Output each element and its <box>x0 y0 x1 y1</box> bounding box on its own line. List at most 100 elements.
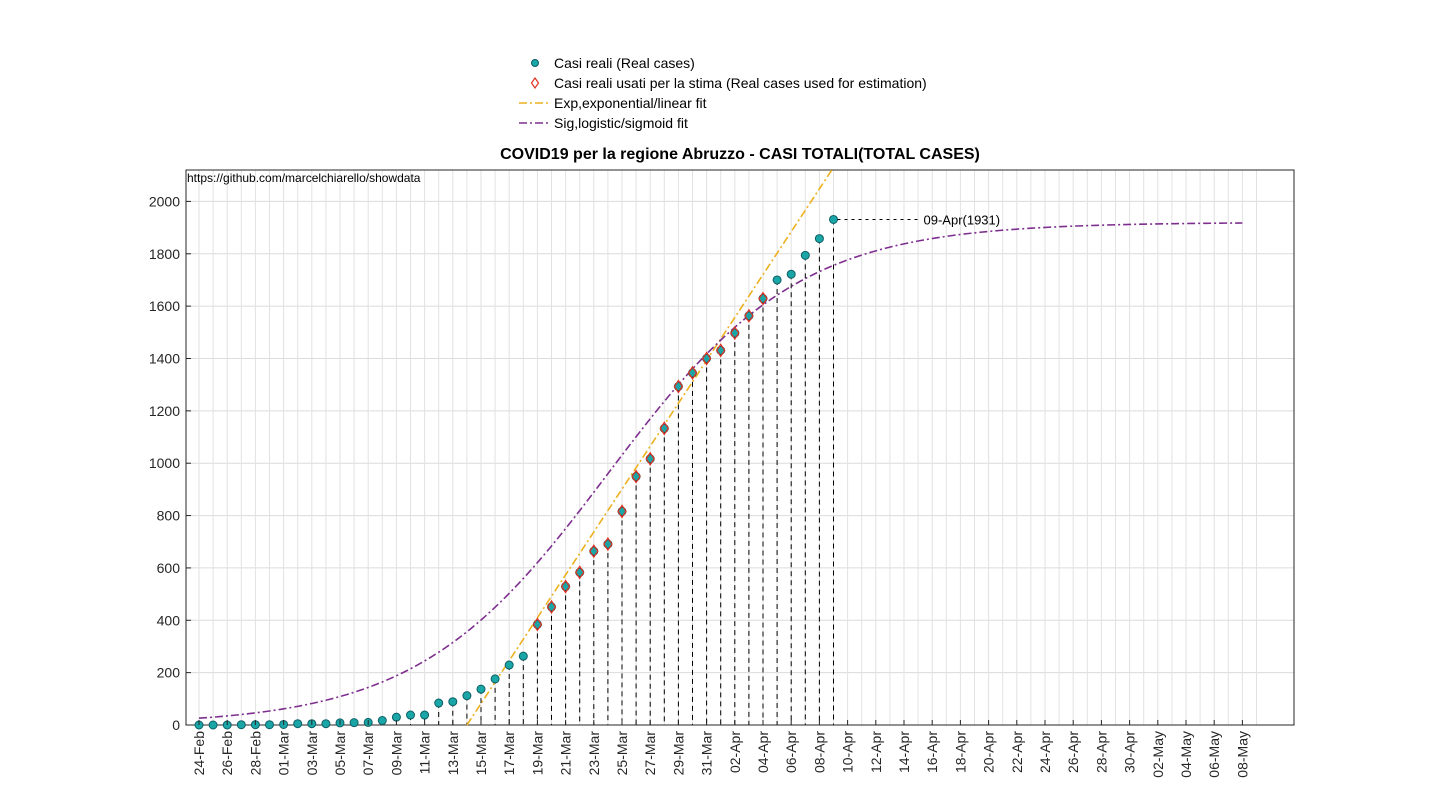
y-tick-label: 1600 <box>149 298 180 314</box>
x-tick-label: 02-Apr <box>727 731 743 773</box>
x-axis-ticks: 24-Feb 26-Feb 28-Feb 01-Mar 03-Mar 05-Mar 07-M… <box>191 720 1250 778</box>
estimation-point <box>574 565 585 580</box>
real-case-point <box>448 697 458 707</box>
y-tick-label: 600 <box>157 560 181 576</box>
x-tick-label: 06-May <box>1206 731 1222 778</box>
x-tick-label: 27-Mar <box>642 731 658 776</box>
real-case-point <box>377 716 387 726</box>
y-tick-label: 200 <box>157 665 181 681</box>
x-tick-label: 25-Mar <box>614 731 630 776</box>
legend-marker-diamond <box>530 76 540 90</box>
x-tick-label: 24-Feb <box>191 731 207 776</box>
estimation-point <box>645 451 655 466</box>
y-tick-label: 800 <box>157 508 181 524</box>
real-case-point <box>293 719 303 729</box>
x-tick-label: 09-Mar <box>388 731 404 776</box>
peak-annotation: 09-Apr(1931) <box>924 212 1001 227</box>
source-note: https://github.com/marcelchiarello/showd… <box>187 171 421 185</box>
legend-label: Casi reali usati per la stima (Real case… <box>554 75 927 91</box>
x-tick-label: 16-Apr <box>924 731 940 773</box>
x-tick-label: 31-Mar <box>699 731 715 776</box>
sigmoid-fit-curve <box>198 222 1243 720</box>
x-tick-label: 29-Mar <box>670 731 686 776</box>
legend-label: Exp,exponential/linear fit <box>554 95 707 111</box>
real-case-point <box>504 660 514 670</box>
estimation-point <box>701 351 712 366</box>
x-tick-label: 13-Mar <box>445 731 461 776</box>
x-tick-label: 01-Mar <box>276 731 292 776</box>
real-case-point <box>236 720 246 730</box>
estimation-point <box>532 617 543 632</box>
estimation-point <box>546 599 557 615</box>
estimation-point <box>673 379 684 394</box>
estimation-point <box>659 421 670 436</box>
real-case-point <box>391 712 401 722</box>
x-tick-label: 10-Apr <box>840 731 856 773</box>
y-tick-label: 1800 <box>149 246 180 262</box>
estimation-point <box>631 469 641 484</box>
real-case-point <box>518 651 528 661</box>
x-tick-label: 05-Mar <box>332 731 348 776</box>
real-case-point <box>814 234 824 244</box>
x-tick-label: 18-Apr <box>952 731 968 773</box>
estimation-point <box>617 504 627 519</box>
estimation-point <box>560 579 571 594</box>
x-tick-label: 04-May <box>1178 731 1194 778</box>
data-points <box>194 214 838 730</box>
legend-label: Sig,logistic/sigmoid fit <box>554 115 688 131</box>
real-case-point <box>490 674 500 684</box>
y-tick-label: 1200 <box>149 403 180 419</box>
x-tick-label: 26-Apr <box>1065 731 1081 773</box>
y-axis-ticks: 0 200 400 600 800 1000 1200 1400 1600 1800 2000 <box>149 193 191 733</box>
real-case-point <box>208 720 218 730</box>
x-tick-label: 19-Mar <box>529 731 545 776</box>
exp-fit-line <box>466 169 833 726</box>
x-tick-label: 15-Mar <box>473 731 489 776</box>
y-tick-label: 2000 <box>149 193 180 209</box>
real-case-point <box>829 214 838 224</box>
estimation-point <box>730 326 740 341</box>
grid-lines <box>186 170 1294 726</box>
real-case-point <box>321 719 331 729</box>
x-tick-label: 21-Mar <box>558 731 574 776</box>
legend-label: Casi reali (Real cases) <box>554 55 695 71</box>
real-case-point <box>434 698 444 708</box>
x-tick-label: 17-Mar <box>501 731 517 776</box>
stem-lines <box>240 219 834 725</box>
x-tick-label: 04-Apr <box>755 731 771 773</box>
real-case-point <box>420 710 430 720</box>
estimation-point <box>715 343 726 358</box>
real-case-point <box>265 720 274 730</box>
x-tick-label: 26-Feb <box>219 731 235 776</box>
estimation-point <box>589 544 599 559</box>
real-case-point <box>406 710 415 720</box>
x-tick-label: 28-Apr <box>1093 731 1109 773</box>
x-tick-label: 20-Apr <box>981 731 997 773</box>
y-tick-label: 1000 <box>149 455 180 471</box>
x-tick-label: 08-May <box>1234 731 1250 778</box>
x-tick-label: 24-Apr <box>1037 731 1053 773</box>
legend-marker-circle <box>531 59 539 67</box>
legend: Casi reali (Real cases) Casi reali usati … <box>519 55 927 131</box>
real-case-point <box>800 250 810 260</box>
estimation-point <box>744 308 754 323</box>
x-tick-label: 02-May <box>1150 731 1166 778</box>
real-case-point <box>786 269 796 279</box>
x-tick-label: 23-Mar <box>586 731 602 776</box>
y-tick-label: 400 <box>157 612 181 628</box>
estimation-point <box>758 291 768 306</box>
x-tick-label: 30-Apr <box>1122 731 1138 773</box>
x-tick-label: 22-Apr <box>1009 731 1025 773</box>
x-tick-label: 12-Apr <box>868 731 884 773</box>
plot-area <box>185 169 1295 726</box>
x-tick-label: 11-Mar <box>417 731 433 775</box>
x-tick-label: 06-Apr <box>783 731 799 773</box>
estimation-point <box>687 365 698 380</box>
x-tick-label: 08-Apr <box>811 731 827 773</box>
x-tick-label: 07-Mar <box>360 731 376 776</box>
y-tick-label: 1400 <box>149 350 180 366</box>
estimation-point <box>603 537 613 552</box>
x-tick-label: 03-Mar <box>304 731 320 776</box>
real-case-point <box>772 275 782 285</box>
